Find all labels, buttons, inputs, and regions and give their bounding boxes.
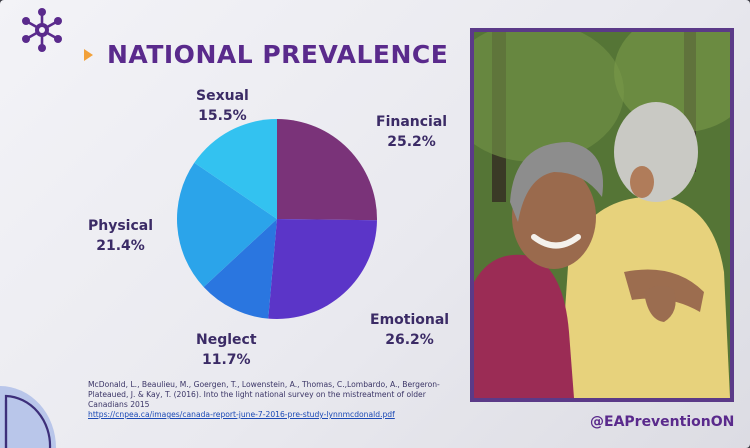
play-arrow-icon [84,48,93,61]
label-sexual-name: Sexual [196,88,249,104]
title-row: NATIONAL PREVALENCE [84,40,448,69]
label-neglect: Neglect 11.7% [196,330,257,370]
label-financial-name: Financial [376,114,448,130]
citation-text: McDonald, L., Beaulieu, M., Goergen, T.,… [88,380,440,409]
label-neglect-value: 11.7% [201,352,251,368]
pie-chart [177,119,377,319]
slide-title: NATIONAL PREVALENCE [107,40,449,69]
citation-link[interactable]: https://cnpea.ca/images/canada-report-ju… [88,410,395,419]
label-emotional-name: Emotional [370,312,450,328]
quarter-circle-decoration [0,386,56,448]
pie-slice-emotional [268,219,377,319]
label-emotional-value: 26.2% [385,332,434,348]
pie-slice-neglect [203,219,277,319]
citation: McDonald, L., Beaulieu, M., Goergen, T.,… [88,380,458,420]
elderly-couple-hugging-photo [474,32,730,398]
label-neglect-name: Neglect [196,332,257,348]
photo-frame [470,28,734,402]
label-sexual-value: 15.5% [198,108,247,124]
pie-slice-sexual [194,119,277,219]
label-financial: Financial 25.2% [376,112,447,152]
label-physical: Physical 21.4% [88,216,153,256]
label-physical-value: 21.4% [96,238,145,254]
pie-slice-physical [177,162,277,287]
twitter-handle: @EAPreventionON [590,414,735,430]
label-sexual: Sexual 15.5% [196,86,249,126]
label-financial-value: 25.2% [387,134,436,150]
pie-slice-financial [277,119,377,221]
molecule-network-icon [22,8,62,52]
label-physical-name: Physical [88,218,154,234]
label-emotional: Emotional 26.2% [370,310,449,350]
